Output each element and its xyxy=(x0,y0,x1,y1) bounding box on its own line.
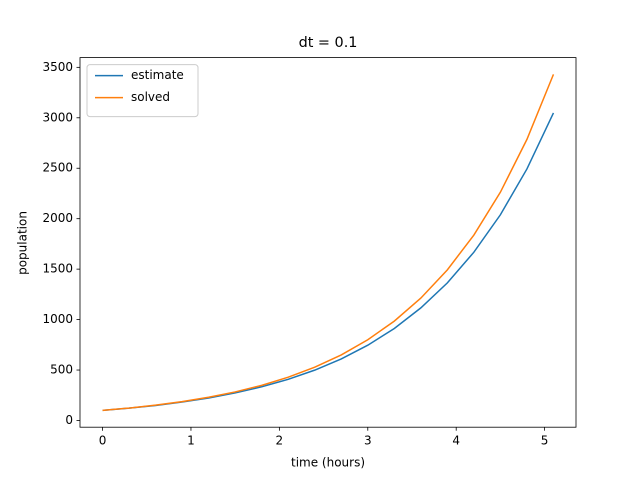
x-axis-label: time (hours) xyxy=(291,456,365,470)
x-tick-label: 3 xyxy=(364,434,372,448)
y-tick-label: 1000 xyxy=(42,312,73,326)
y-tick-label: 3000 xyxy=(42,110,73,124)
axes-frame xyxy=(79,57,577,428)
x-tick-label: 4 xyxy=(452,434,460,448)
legend-label: estimate xyxy=(131,68,184,82)
y-tick-label: 3500 xyxy=(42,60,73,74)
y-axis-label: population xyxy=(16,211,30,275)
y-tick-label: 0 xyxy=(65,413,73,427)
chart-title: dt = 0.1 xyxy=(299,35,358,51)
x-tick-label: 0 xyxy=(99,434,107,448)
line-series xyxy=(102,74,555,412)
x-tick-label: 1 xyxy=(187,434,195,448)
x-tick-label: 5 xyxy=(541,434,549,448)
y-tick-label: 2000 xyxy=(42,211,73,225)
legend-label: solved xyxy=(131,90,170,104)
legend-box xyxy=(86,64,199,118)
y-tick-label: 2500 xyxy=(42,161,73,175)
y-tick-label: 1500 xyxy=(42,262,73,276)
y-tick-label: 500 xyxy=(50,363,73,377)
x-tick-label: 2 xyxy=(276,434,284,448)
